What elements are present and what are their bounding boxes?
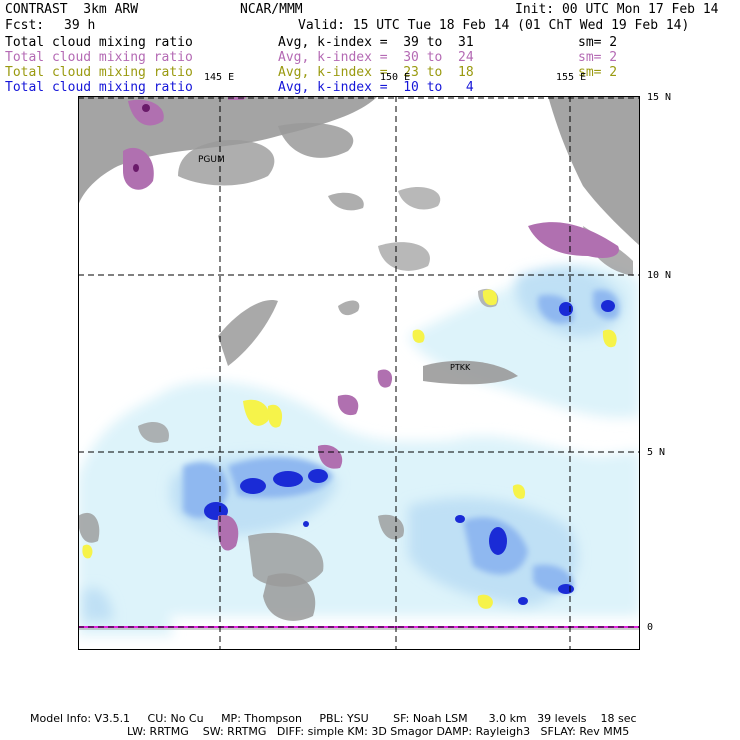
map-frame <box>78 96 640 650</box>
yellow-cloud-regions <box>82 289 617 609</box>
lat-lon-grid <box>78 96 640 650</box>
lat-label-0: 0 <box>647 622 654 633</box>
station-pgum: PGUM <box>198 155 225 165</box>
legend-avg-3: Avg, k-index = 23 to 18 <box>278 65 474 80</box>
station-ptkk: PTKK <box>450 363 471 372</box>
dark-purple-cores <box>133 104 150 172</box>
org-label: NCAR/MMM <box>240 2 303 17</box>
legend-avg-4: Avg, k-index = 10 to 4 <box>278 80 474 95</box>
lon-label-145: 145 E <box>204 72 235 83</box>
valid-time: Valid: 15 UTC Tue 18 Feb 14 (01 ChT Wed … <box>298 18 690 33</box>
lat-label-5n: 5 N <box>647 447 666 458</box>
init-time: Init: 00 UTC Mon 17 Feb 14 <box>515 2 719 17</box>
footer-physics-info: LW: RRTMG SW: RRTMG DIFF: simple KM: 3D … <box>127 725 630 738</box>
model-title: CONTRAST 3km ARW <box>5 2 139 17</box>
legend-field-2: Total cloud mixing ratio <box>5 50 193 65</box>
legend-field-4: Total cloud mixing ratio <box>5 80 193 95</box>
legend-sm-3: sm= 2 <box>578 65 618 80</box>
legend-field-1: Total cloud mixing ratio <box>5 35 193 50</box>
lon-label-155: 155 E <box>556 72 587 83</box>
legend-avg-2: Avg, k-index = 30 to 24 <box>278 50 474 65</box>
lon-label-150: 150 E <box>380 72 411 83</box>
fcst-label: Fcst: <box>5 18 45 33</box>
legend-sm-2: sm= 2 <box>578 50 618 65</box>
legend-avg-1: Avg, k-index = 39 to 31 <box>278 35 474 50</box>
fcst-value: 39 h <box>64 18 96 33</box>
dark-blue-cloud-cores <box>204 300 615 605</box>
lat-label-10n: 10 N <box>647 270 672 281</box>
lat-label-15n: 15 N <box>647 92 672 103</box>
cloud-map: PGUM PTKK <box>78 96 640 650</box>
legend-sm-1: sm= 2 <box>578 35 618 50</box>
footer-model-info: Model Info: V3.5.1 CU: No Cu MP: Thompso… <box>30 712 637 725</box>
legend-field-3: Total cloud mixing ratio <box>5 65 193 80</box>
